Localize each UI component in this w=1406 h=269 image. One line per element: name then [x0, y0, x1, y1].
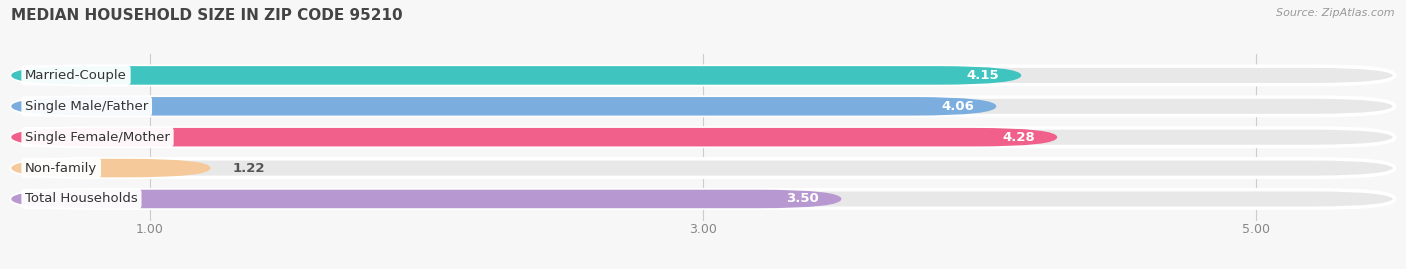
FancyBboxPatch shape: [11, 128, 1057, 146]
Text: Source: ZipAtlas.com: Source: ZipAtlas.com: [1277, 8, 1395, 18]
FancyBboxPatch shape: [11, 159, 211, 177]
Text: 4.15: 4.15: [966, 69, 1000, 82]
FancyBboxPatch shape: [11, 190, 841, 208]
Text: 4.06: 4.06: [941, 100, 974, 113]
FancyBboxPatch shape: [11, 66, 1395, 85]
Text: Total Households: Total Households: [25, 192, 138, 206]
Text: 1.22: 1.22: [232, 162, 266, 175]
Text: Single Female/Mother: Single Female/Mother: [25, 131, 170, 144]
FancyBboxPatch shape: [11, 159, 1395, 177]
Text: MEDIAN HOUSEHOLD SIZE IN ZIP CODE 95210: MEDIAN HOUSEHOLD SIZE IN ZIP CODE 95210: [11, 8, 404, 23]
FancyBboxPatch shape: [11, 97, 1395, 116]
FancyBboxPatch shape: [11, 190, 1395, 208]
Text: 3.50: 3.50: [786, 192, 820, 206]
Text: 4.28: 4.28: [1002, 131, 1035, 144]
Text: Married-Couple: Married-Couple: [25, 69, 127, 82]
Text: Non-family: Non-family: [25, 162, 97, 175]
Text: Single Male/Father: Single Male/Father: [25, 100, 149, 113]
FancyBboxPatch shape: [11, 66, 1021, 85]
FancyBboxPatch shape: [11, 97, 997, 116]
FancyBboxPatch shape: [11, 128, 1395, 146]
